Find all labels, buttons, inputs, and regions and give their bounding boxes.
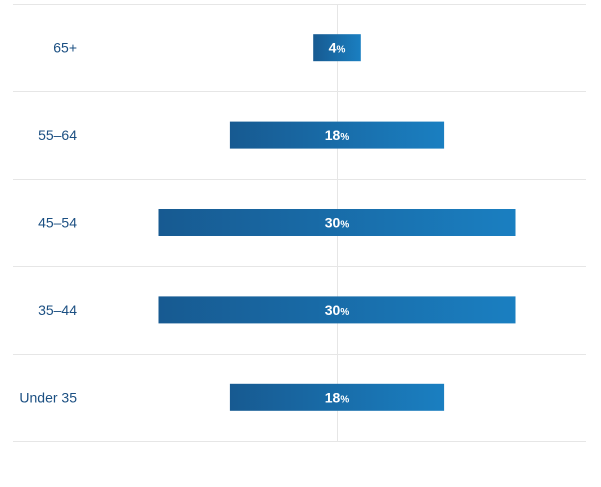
bar: [229, 121, 445, 149]
bars: 4% 18% 30% 30% 18%: [158, 34, 516, 411]
category-label: 55–64: [38, 127, 77, 143]
category-labels: 65+ 55–64 45–54 35–44 Under 35: [19, 40, 77, 406]
grid-lines: [13, 4, 586, 442]
bar: [313, 34, 361, 62]
bar: [229, 383, 445, 411]
value-label: 4%: [329, 40, 346, 56]
value-label: 18%: [325, 127, 350, 143]
category-label: 45–54: [38, 215, 77, 231]
bar: [158, 209, 516, 236]
category-label: 65+: [53, 40, 77, 56]
value-label: 30%: [325, 215, 350, 231]
category-label: Under 35: [19, 389, 77, 405]
value-label: 18%: [325, 389, 350, 405]
value-label: 30%: [325, 302, 350, 318]
category-label: 35–44: [38, 302, 77, 318]
bar: [158, 296, 516, 324]
